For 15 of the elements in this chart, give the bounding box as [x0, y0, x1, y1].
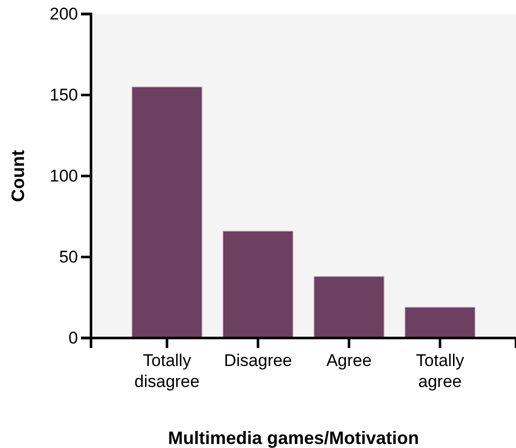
x-axis-title: Multimedia games/Motivation [168, 428, 420, 448]
x-tick-label: Totally agree [416, 351, 465, 391]
bar [132, 86, 202, 338]
bar [404, 306, 476, 338]
x-tick-label: Agree [326, 351, 372, 370]
y-tick-label: 0 [68, 328, 78, 348]
y-tick-label: 50 [59, 247, 78, 266]
x-tick-label: Totally disagree [134, 351, 200, 391]
y-tick-label: 150 [50, 85, 78, 104]
bar [222, 230, 294, 338]
x-tick-label: Disagree [224, 351, 292, 370]
y-tick-label: 100 [50, 166, 78, 186]
bar [314, 276, 384, 338]
y-axis-title: Count [8, 150, 28, 202]
y-tick-label: 200 [50, 4, 78, 24]
